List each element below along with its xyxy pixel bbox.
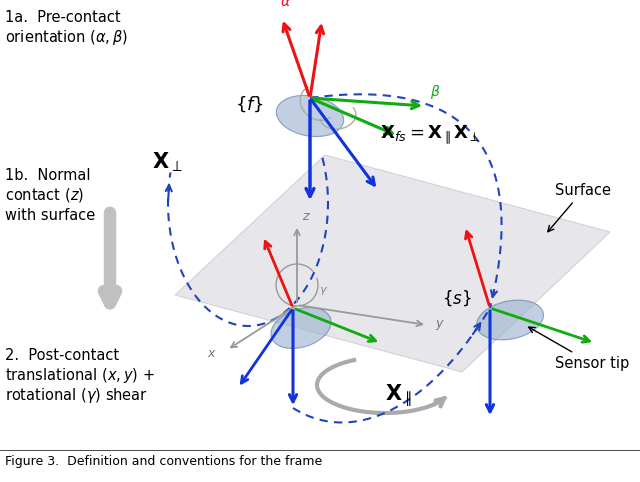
Text: $\{f\}$: $\{f\}$ bbox=[235, 95, 264, 114]
Polygon shape bbox=[175, 155, 610, 372]
Text: y: y bbox=[435, 317, 442, 330]
Text: translational $(x, y)$ +: translational $(x, y)$ + bbox=[5, 366, 155, 385]
Text: $\mathbf{X}_\perp$: $\mathbf{X}_\perp$ bbox=[152, 150, 182, 174]
Text: $\mathbf{X}_\parallel$: $\mathbf{X}_\parallel$ bbox=[385, 383, 412, 409]
Text: $\mathbf{X}_{fs} = \mathbf{X}_\parallel\mathbf{X}_\perp$: $\mathbf{X}_{fs} = \mathbf{X}_\parallel\… bbox=[380, 123, 480, 146]
Text: $\beta$: $\beta$ bbox=[430, 83, 440, 101]
Text: $\gamma$: $\gamma$ bbox=[319, 285, 328, 297]
Text: z: z bbox=[302, 210, 308, 223]
Ellipse shape bbox=[271, 308, 331, 348]
Text: Figure 3.  Definition and conventions for the frame: Figure 3. Definition and conventions for… bbox=[5, 455, 323, 468]
Text: 1b.  Normal: 1b. Normal bbox=[5, 168, 90, 183]
Text: $\{s\}$: $\{s\}$ bbox=[442, 289, 472, 308]
Text: with surface: with surface bbox=[5, 208, 95, 223]
Text: rotational $(\gamma)$ shear: rotational $(\gamma)$ shear bbox=[5, 386, 148, 405]
Text: Sensor tip: Sensor tip bbox=[529, 327, 629, 371]
Text: contact $(z)$: contact $(z)$ bbox=[5, 187, 84, 204]
Text: x: x bbox=[207, 347, 214, 360]
Text: orientation $(\alpha, \beta)$: orientation $(\alpha, \beta)$ bbox=[5, 28, 128, 47]
Text: $\alpha$: $\alpha$ bbox=[280, 0, 291, 9]
Text: Surface: Surface bbox=[548, 183, 611, 232]
Ellipse shape bbox=[276, 95, 344, 136]
Text: 1a.  Pre-contact: 1a. Pre-contact bbox=[5, 10, 120, 25]
Ellipse shape bbox=[477, 300, 543, 340]
Text: 2.  Post-contact: 2. Post-contact bbox=[5, 348, 119, 363]
